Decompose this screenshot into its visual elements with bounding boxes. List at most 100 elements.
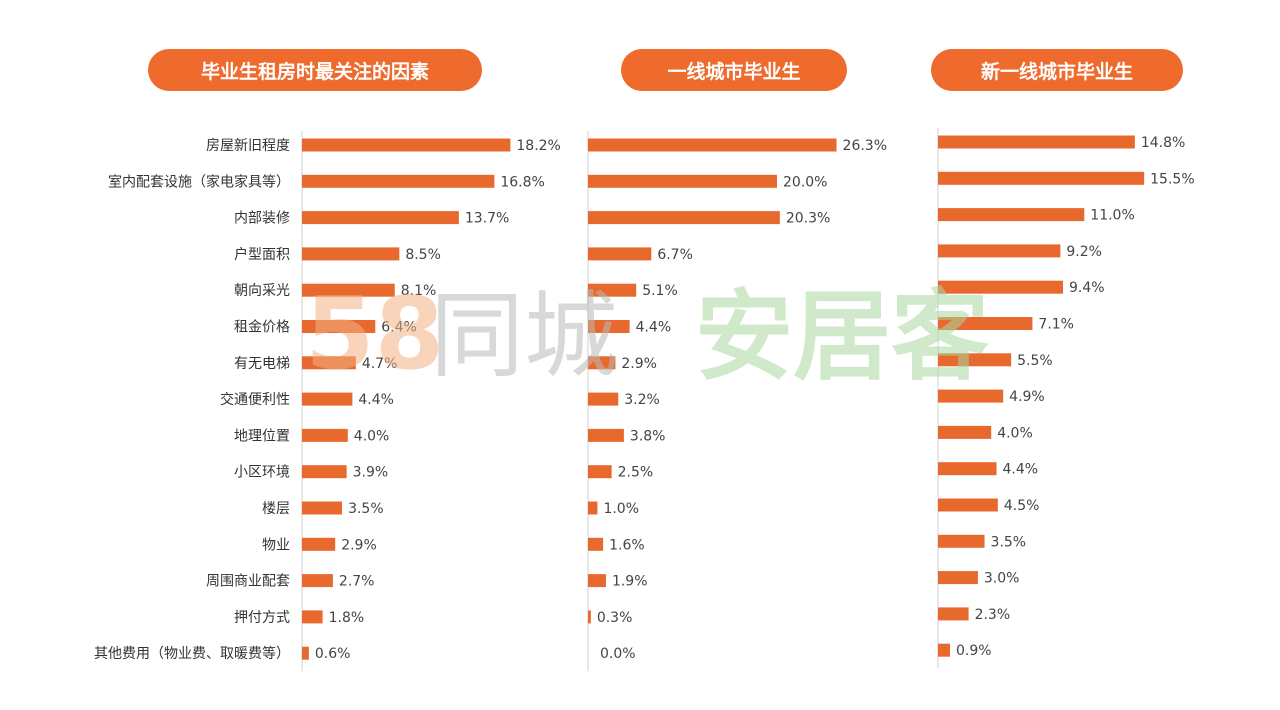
value-label: 1.6% [609, 537, 645, 553]
bar [938, 353, 1012, 367]
chart-title-tier1: 一线城市毕业生 [621, 49, 847, 91]
category-label: 有无电梯 [234, 356, 290, 372]
value-label: 15.5% [1150, 171, 1194, 187]
bar [302, 211, 459, 225]
bar [938, 425, 992, 439]
value-label: 5.5% [1017, 353, 1053, 369]
value-label: 0.3% [597, 610, 633, 626]
value-label: 20.0% [783, 174, 827, 190]
value-label: 2.5% [618, 465, 654, 481]
value-label: 2.9% [341, 537, 377, 553]
category-label: 房屋新旧程度 [206, 138, 290, 154]
bar [588, 392, 619, 406]
bar [302, 174, 495, 188]
bar [588, 501, 598, 515]
value-label: 0.0% [600, 646, 636, 662]
category-label: 楼层 [262, 501, 290, 517]
value-label: 16.8% [500, 174, 544, 190]
bar [302, 646, 309, 660]
value-label: 0.6% [315, 646, 351, 662]
value-label: 8.1% [401, 283, 437, 299]
bar [588, 537, 604, 551]
value-label: 4.7% [362, 356, 398, 372]
bar [938, 317, 1033, 330]
bar [938, 607, 969, 621]
bar [588, 574, 606, 588]
bar [938, 534, 985, 548]
bar [938, 498, 998, 512]
value-label: 3.5% [348, 501, 384, 517]
value-label: 1.0% [603, 501, 639, 517]
chart-title-overall: 毕业生租房时最关注的因素 [148, 49, 482, 91]
bar [302, 465, 347, 479]
value-label: 2.7% [339, 574, 375, 590]
category-label: 内部装修 [234, 211, 290, 227]
value-label: 4.4% [636, 320, 672, 336]
bar [938, 208, 1085, 222]
value-label: 3.2% [624, 392, 660, 408]
value-label: 20.3% [786, 211, 830, 227]
bar [588, 174, 777, 188]
value-label: 7.1% [1038, 317, 1074, 333]
bar [302, 320, 376, 333]
bar [302, 247, 400, 261]
bar [938, 135, 1135, 149]
value-label: 6.4% [381, 320, 417, 336]
category-label: 地理位置 [234, 428, 290, 444]
category-label: 交通便利性 [220, 391, 290, 408]
category-label: 其他费用（物业费、取暖费等） [94, 645, 290, 662]
value-label: 18.2% [516, 138, 560, 154]
bar [938, 244, 1061, 258]
bar [588, 283, 637, 297]
category-label: 小区环境 [234, 465, 290, 481]
value-label: 0.9% [956, 643, 992, 659]
value-label: 2.9% [621, 356, 657, 372]
category-label: 周围商业配套 [206, 574, 290, 590]
bar [938, 389, 1004, 403]
value-label: 3.0% [984, 571, 1020, 587]
value-label: 9.2% [1066, 244, 1102, 260]
bar [938, 571, 978, 585]
bar [302, 501, 343, 515]
value-label: 1.8% [329, 610, 365, 626]
value-label: 4.4% [358, 392, 394, 408]
bar [588, 428, 624, 442]
bar [938, 643, 950, 657]
bar [588, 356, 616, 370]
bar [588, 211, 780, 225]
bar [588, 320, 630, 333]
category-label: 物业 [262, 537, 290, 553]
bar [302, 428, 348, 442]
value-label: 4.0% [997, 425, 1033, 441]
bar [588, 138, 837, 152]
value-label: 6.7% [657, 247, 693, 263]
value-label: 4.9% [1009, 389, 1045, 405]
category-label: 室内配套设施（家电家具等） [108, 173, 290, 190]
bar [302, 574, 333, 588]
bar [588, 610, 591, 624]
category-label: 租金价格 [234, 320, 290, 336]
category-label: 户型面积 [234, 246, 290, 263]
bar [302, 610, 323, 624]
value-label: 2.3% [975, 607, 1011, 623]
value-label: 4.4% [1003, 462, 1039, 478]
value-label: 11.0% [1090, 208, 1134, 224]
value-label: 13.7% [465, 211, 509, 227]
value-label: 5.1% [642, 283, 678, 299]
category-label: 押付方式 [234, 610, 290, 626]
value-label: 9.4% [1069, 280, 1105, 296]
value-label: 14.8% [1141, 135, 1185, 151]
bar [938, 280, 1064, 294]
bar [588, 465, 612, 479]
value-label: 26.3% [843, 138, 887, 154]
bar [302, 392, 353, 406]
bar [588, 247, 652, 261]
bar [302, 356, 356, 370]
value-label: 3.5% [991, 534, 1027, 550]
value-label: 8.5% [405, 247, 441, 263]
value-label: 3.9% [353, 465, 389, 481]
value-label: 3.8% [630, 428, 666, 444]
chart-title-new-tier1: 新一线城市毕业生 [931, 49, 1183, 91]
value-label: 4.5% [1004, 498, 1040, 514]
